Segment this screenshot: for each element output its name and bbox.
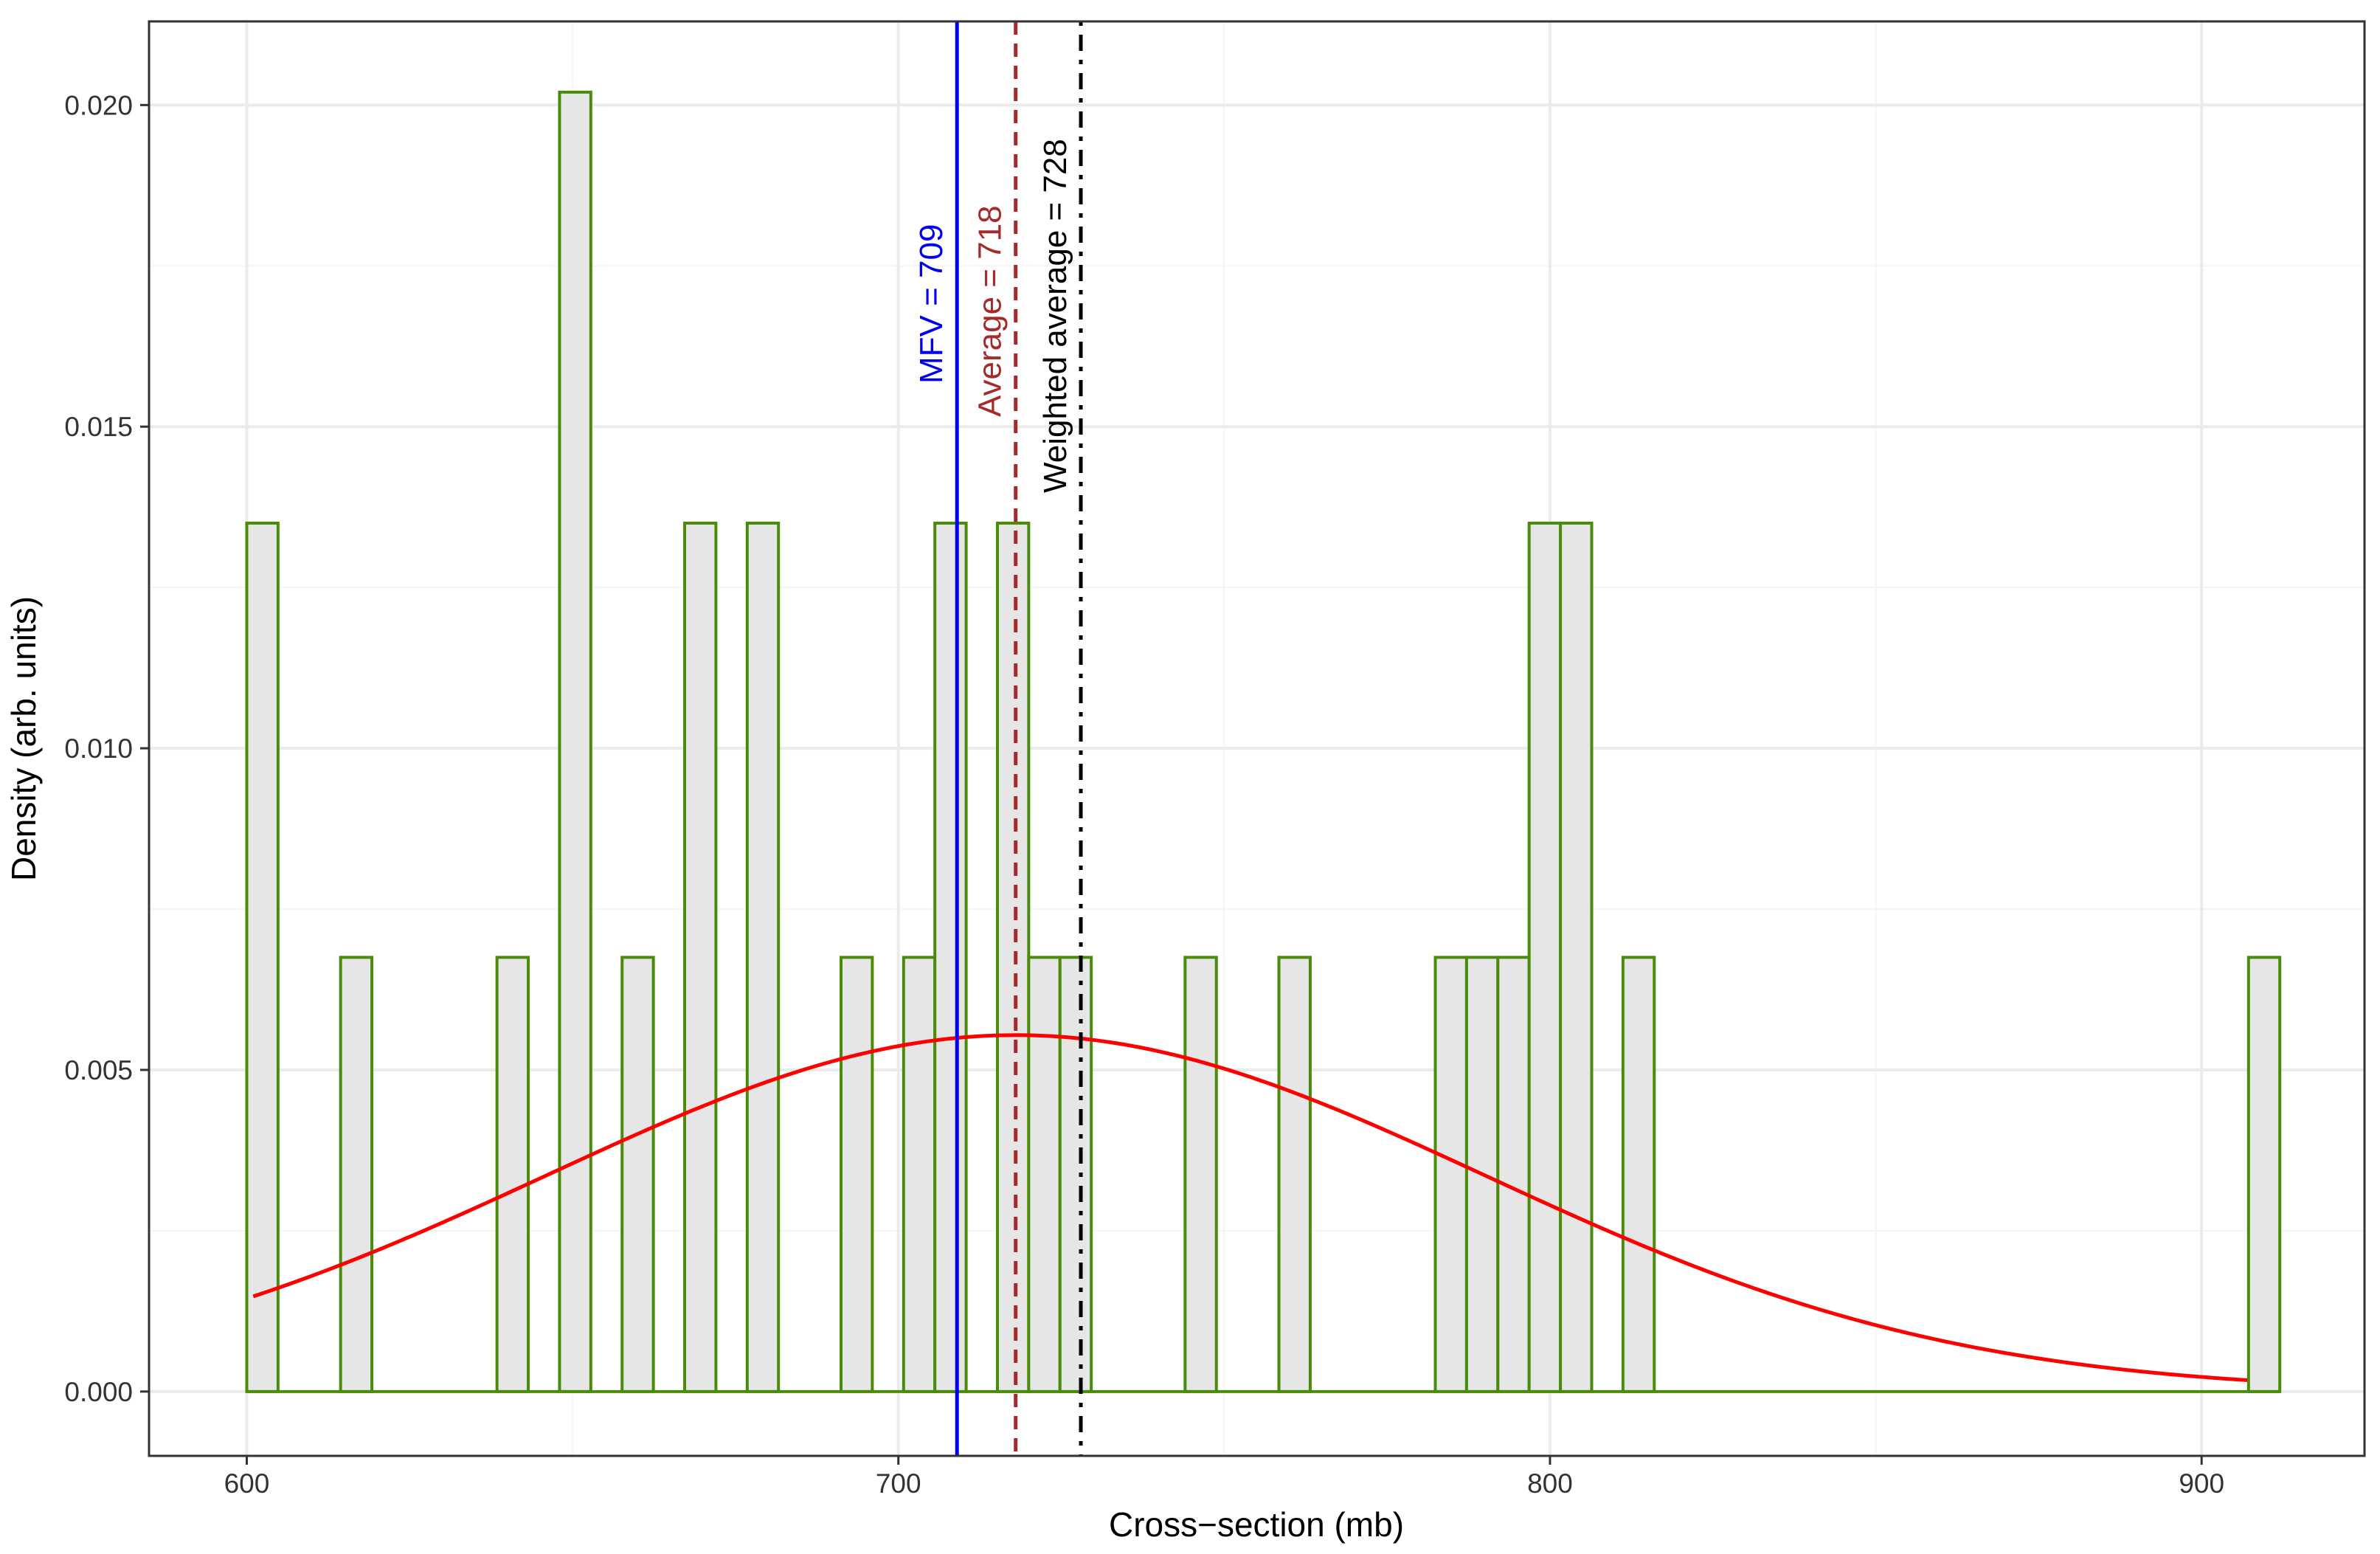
panel-border [148, 20, 2366, 1457]
histogram-bar [1277, 956, 1312, 1393]
x-tick-label: 900 [2179, 1468, 2224, 1499]
histogram-bar [1527, 521, 1563, 1393]
x-axis-title: Cross−section (mb) [1109, 1505, 1404, 1544]
y-tick-label: 0.005 [64, 1055, 133, 1085]
mfv-label: MFV = 709 [913, 224, 949, 384]
weighted-average-label: Weighted average = 728 [1037, 139, 1073, 493]
histogram-bar [995, 521, 1031, 1393]
axes: 600 700 800 900 0.000 0.005 0.010 0.015 0.020 [64, 90, 2224, 1499]
histogram-bars [245, 90, 2282, 1393]
reference-lines: MFV = 709 Average = 718 Weighted average =… [913, 21, 1083, 1456]
y-tick-label: 0.010 [64, 733, 133, 764]
histogram-bar [495, 956, 530, 1393]
histogram-bar [745, 521, 781, 1393]
y-tick-label: 0.000 [64, 1377, 133, 1407]
histogram-bar [683, 521, 718, 1393]
histogram-bar [1183, 956, 1218, 1393]
histogram-bar [245, 521, 280, 1393]
average-label: Average = 718 [972, 205, 1009, 417]
histogram-bar [1496, 956, 1531, 1393]
x-tick-label: 800 [1527, 1468, 1573, 1499]
histogram-bar [558, 90, 592, 1393]
x-tick-label: 600 [224, 1468, 270, 1499]
histogram-bar [1559, 521, 1594, 1393]
histogram-bar [1621, 956, 1656, 1393]
histogram-bar [339, 956, 374, 1393]
histogram-bar [1433, 956, 1468, 1393]
histogram-bar [2246, 956, 2282, 1393]
histogram-bar [933, 521, 968, 1393]
histogram-bar [839, 956, 874, 1393]
histogram-bar [620, 956, 655, 1393]
x-tick-label: 700 [876, 1468, 921, 1499]
density-curve-layer [252, 1033, 2248, 1382]
normal-density-curve [252, 1033, 2248, 1382]
histogram-bar [902, 956, 937, 1393]
y-tick-label: 0.015 [64, 412, 133, 442]
y-axis-title: Density (arb. units) [4, 596, 43, 881]
histogram-bar [1027, 956, 1062, 1393]
histogram-bar [1058, 956, 1093, 1393]
y-tick-label: 0.020 [64, 90, 133, 120]
